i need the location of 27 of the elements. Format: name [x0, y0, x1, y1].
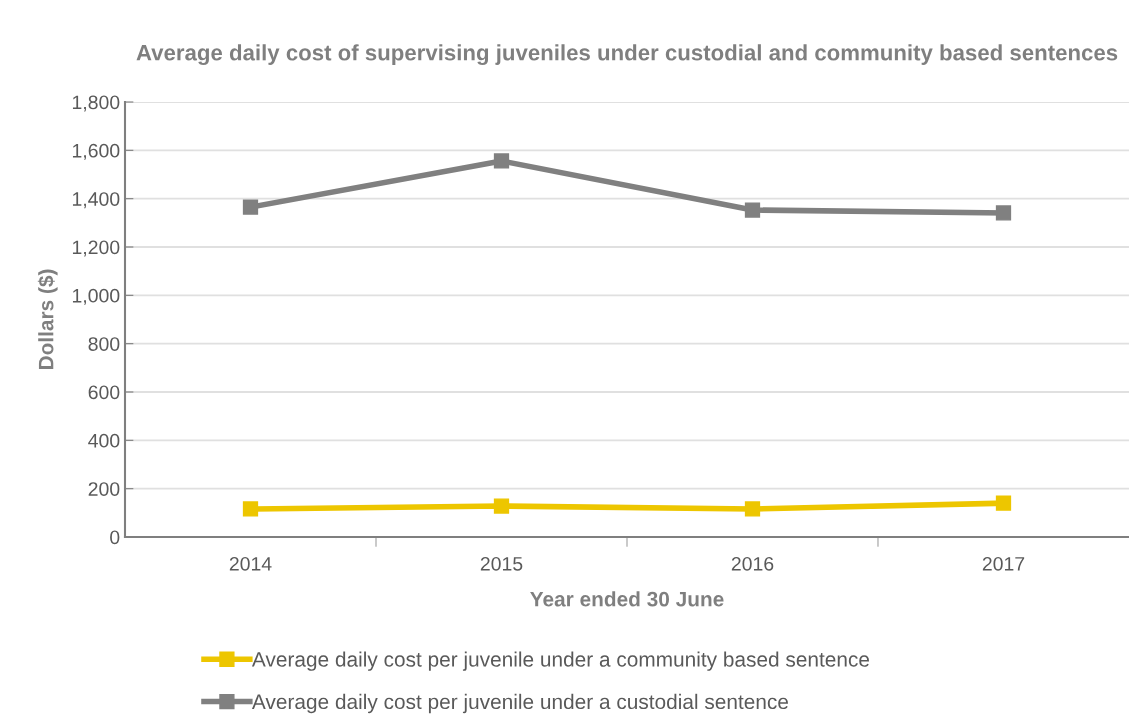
point [242, 199, 259, 215]
x-tick-label: 2015 [480, 556, 523, 571]
point [995, 495, 1012, 511]
point [493, 153, 510, 169]
y-tick-label: 600 [88, 385, 120, 400]
y-tick-label: 1,000 [72, 288, 120, 305]
y-tick-label: 400 [88, 433, 120, 448]
x-tick-label: 2016 [731, 556, 774, 571]
y-tick-label: 0 [110, 530, 120, 545]
x-tick-label: 2014 [229, 556, 272, 571]
x-tick-label: 2017 [982, 556, 1025, 571]
point [493, 498, 510, 514]
y-tick-label: 1,400 [72, 192, 120, 209]
y-tick-label: 800 [88, 337, 120, 351]
y-axis-title: Dollars ($) [37, 269, 58, 370]
legend-label: Average daily cost per juvenile under a community based sentence [251, 651, 870, 671]
y-tick-label: 1,600 [72, 143, 120, 160]
x-axis-title: Year ended 30 June [530, 591, 724, 607]
point [995, 205, 1012, 221]
y-tick-label: 1,200 [72, 240, 120, 257]
y-tick-label: 200 [88, 482, 120, 496]
point [242, 501, 259, 517]
point [744, 202, 761, 218]
point [744, 501, 761, 517]
legend-label: Average daily cost per juvenile under a custodial sentence [251, 693, 788, 714]
y-tick-label: 1,800 [72, 95, 120, 112]
chart-title: Average daily cost of supervising juveniles under custodial and community based sentences [136, 44, 1118, 66]
